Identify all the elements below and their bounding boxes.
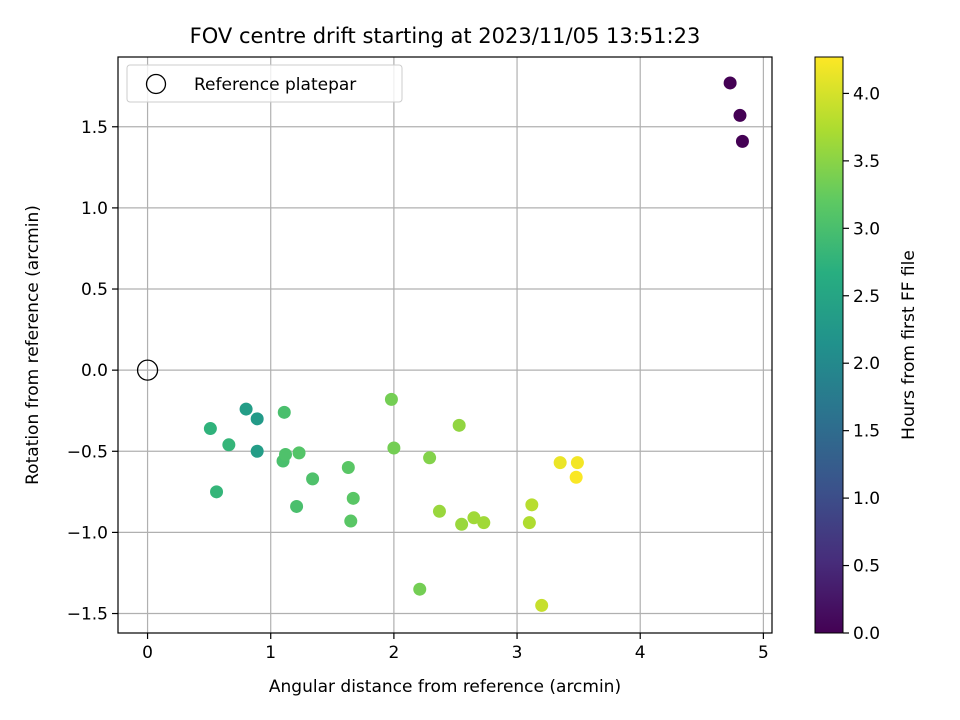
y-axis-label: Rotation from reference (arcmin): [23, 205, 43, 485]
colorbar-tick-label: 1.5: [853, 422, 880, 442]
data-point: [346, 491, 360, 505]
colorbar-tick-label: 2.0: [853, 354, 880, 374]
y-axis-ticks: −1.5 −1.0 −0.5 0.0 0.5 1.0 1.5: [67, 118, 118, 625]
y-tick-label: −1.5: [67, 605, 108, 625]
data-point: [239, 402, 253, 416]
x-tick-label: 2: [388, 643, 399, 663]
x-tick-label: 3: [512, 643, 523, 663]
y-tick-label: 0.5: [81, 280, 108, 300]
data-point: [222, 438, 236, 452]
data-point: [535, 598, 549, 612]
data-point: [735, 134, 749, 148]
x-axis-label: Angular distance from reference (arcmin): [269, 677, 621, 697]
colorbar-tick-label: 0.0: [853, 624, 880, 644]
data-point: [525, 498, 539, 512]
chart-title: FOV centre drift starting at 2023/11/05 …: [190, 24, 701, 48]
colorbar: 0.0 0.5 1.0 1.5 2.0 2.5 3.0 3.5 4.0 Hours from f…: [814, 56, 919, 644]
colorbar-tick-label: 0.5: [853, 557, 880, 577]
data-point: [277, 405, 291, 419]
colorbar-tick-label: 2.5: [853, 287, 880, 307]
legend-box: [126, 64, 403, 103]
data-point: [250, 444, 264, 458]
data-point: [250, 412, 264, 426]
colorbar-ticks: 0.0 0.5 1.0 1.5 2.0 2.5 3.0 3.5 4.0: [843, 84, 880, 644]
data-point: [203, 422, 217, 436]
data-point: [432, 504, 446, 518]
data-point: [477, 516, 491, 530]
data-point: [733, 108, 747, 122]
colorbar-label: Hours from first FF file: [899, 250, 919, 440]
data-point: [455, 517, 469, 531]
x-tick-label: 4: [635, 643, 646, 663]
data-point: [723, 76, 737, 90]
y-tick-label: 0.0: [81, 361, 108, 381]
data-point: [569, 470, 583, 484]
data-point: [387, 441, 401, 455]
legend-marker-icon: [145, 73, 167, 95]
data-point: [290, 499, 304, 513]
data-point: [306, 472, 320, 486]
legend: Reference platepar: [126, 64, 403, 103]
data-point: [553, 456, 567, 470]
colorbar-tick-label: 4.0: [853, 84, 880, 104]
colorbar-tick-label: 3.5: [853, 152, 880, 172]
legend-entry-reference: Reference platepar: [194, 75, 356, 95]
grid-lines: [118, 57, 772, 633]
colorbar-gradient: [815, 57, 843, 633]
data-point: [452, 418, 466, 432]
data-point: [341, 461, 355, 475]
plot-frame: [117, 56, 773, 634]
y-tick-label: 1.5: [81, 118, 108, 138]
data-point: [279, 448, 293, 462]
data-point: [467, 511, 481, 525]
colorbar-tick-label: 3.0: [853, 219, 880, 239]
y-tick-label: 1.0: [81, 199, 108, 219]
colorbar-frame: [814, 56, 844, 634]
data-point: [413, 582, 427, 596]
y-tick-label: −0.5: [67, 442, 108, 462]
data-point: [423, 451, 437, 465]
x-tick-label: 5: [758, 643, 769, 663]
data-point: [292, 446, 306, 460]
data-point: [570, 456, 584, 470]
x-axis-ticks: 0 1 2 3 4 5: [142, 633, 769, 663]
data-point: [210, 485, 224, 499]
x-tick-label: 0: [142, 643, 153, 663]
data-point: [344, 514, 358, 528]
reference-platepar-marker: [136, 359, 159, 381]
colorbar-tick-label: 1.0: [853, 489, 880, 509]
data-point: [384, 392, 398, 406]
y-tick-label: −1.0: [67, 523, 108, 543]
data-points: [203, 76, 749, 612]
x-tick-label: 1: [265, 643, 276, 663]
reference-marker-group: [136, 359, 159, 381]
data-point: [522, 516, 536, 530]
